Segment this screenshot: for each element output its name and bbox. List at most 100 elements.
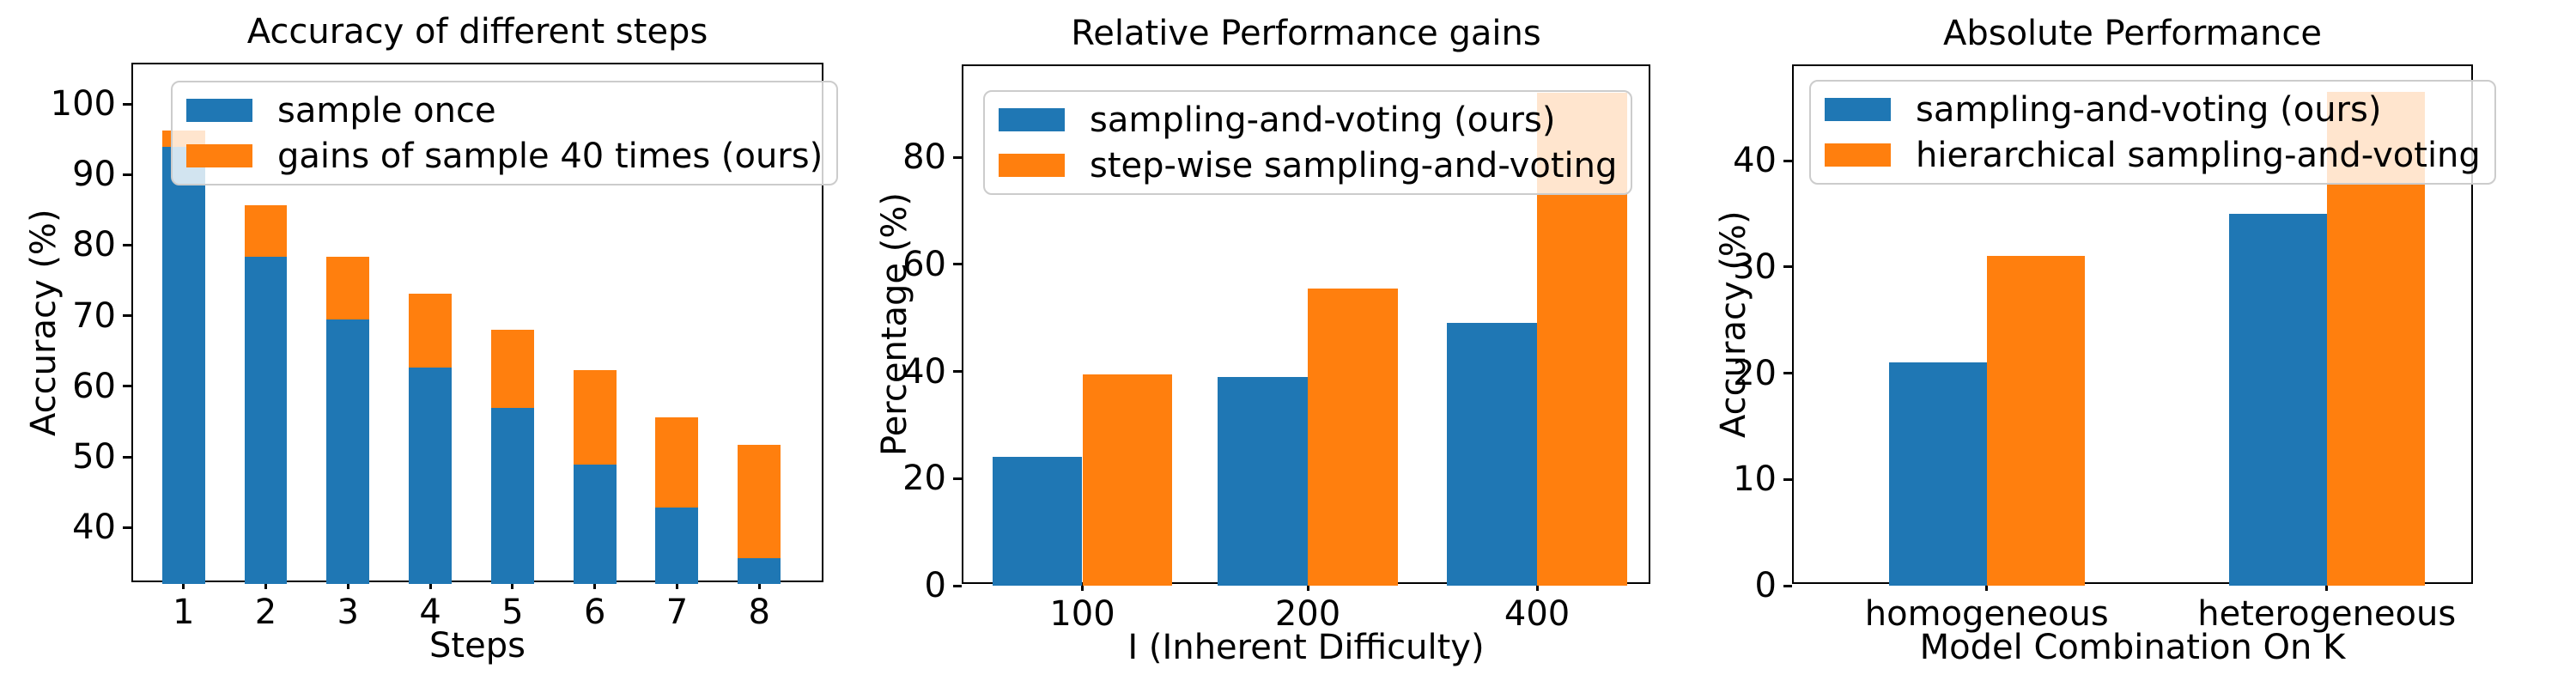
x-tick-label: 2 <box>254 593 277 632</box>
bar-segment-gain <box>573 369 617 465</box>
x-tick-label: homogeneous <box>1864 594 2109 634</box>
legend: sampling-and-voting (ours) hierarchical s… <box>1809 80 2496 185</box>
y-tick-label: 70 <box>72 295 116 336</box>
legend: sampling-and-voting (ours) step-wise samp… <box>983 90 1633 195</box>
x-tick-label: 1 <box>172 593 195 632</box>
bar <box>992 457 1083 586</box>
y-tick-mark <box>953 370 962 373</box>
y-tick-mark <box>1783 159 1792 162</box>
legend-entry: step-wise sampling-and-voting <box>999 143 1617 188</box>
y-tick-mark <box>1783 477 1792 481</box>
y-axis-label: Accuracy (%) <box>24 209 64 436</box>
plot-area: 0 20 40 60 80 100 200 400 sampling-and-voting (o… <box>902 64 1650 634</box>
y-tick-label: 0 <box>924 566 946 605</box>
y-tick-label: 60 <box>902 244 946 284</box>
bar <box>1888 362 1987 586</box>
chart-title: Absolute Performance <box>1942 14 2322 53</box>
bar <box>1308 288 1398 586</box>
y-tick-label: 20 <box>902 459 946 499</box>
y-tick-mark <box>953 263 962 266</box>
bar <box>2228 213 2327 586</box>
y-tick-mark <box>1783 584 1792 587</box>
bar-segment-base <box>573 465 617 584</box>
y-tick-mark <box>953 155 962 159</box>
x-tick-mark <box>346 581 349 589</box>
legend-swatch <box>1825 143 1891 167</box>
y-tick-mark <box>123 526 131 529</box>
x-tick-label: heterogeneous <box>2197 594 2457 634</box>
x-tick-mark <box>1535 582 1539 591</box>
panel-accuracy-of-steps: Accuracy of different steps Accuracy (%)… <box>0 0 859 687</box>
x-tick-mark <box>593 581 597 589</box>
x-tick-mark <box>428 581 432 589</box>
legend-label: hierarchical sampling-and-voting <box>1916 135 2481 175</box>
legend-swatch <box>186 99 252 122</box>
legend-entry: gains of sample 40 times (ours) <box>186 133 823 179</box>
x-axis-label: I (Inherent Difficulty) <box>1127 628 1485 667</box>
bar-segment-gain <box>244 205 288 257</box>
legend-swatch <box>999 154 1065 177</box>
y-tick-label: 40 <box>902 351 946 392</box>
panel-absolute-performance: Absolute Performance Accuracy (%) 0 10 20 3… <box>1714 0 2576 687</box>
chart-title: Accuracy of different steps <box>246 12 708 52</box>
bar <box>1082 374 1173 586</box>
legend-swatch <box>186 144 252 167</box>
legend-label: sampling-and-voting (ours) <box>1916 89 2382 130</box>
y-tick-label: 80 <box>72 225 116 265</box>
x-tick-mark <box>2325 582 2329 591</box>
x-tick-mark <box>511 581 514 589</box>
y-tick-mark <box>953 477 962 480</box>
legend-label: sampling-and-voting (ours) <box>1090 100 1556 140</box>
x-tick-mark <box>264 581 267 589</box>
legend-label: gains of sample 40 times (ours) <box>277 136 823 176</box>
y-tick-label: 80 <box>902 137 946 178</box>
bar <box>1986 256 2085 586</box>
y-tick-mark <box>123 173 131 176</box>
bar-segment-gain <box>409 294 453 368</box>
y-tick-mark <box>123 385 131 388</box>
chart-title: Relative Performance gains <box>1071 14 1541 53</box>
bar-segment-base <box>244 256 288 584</box>
x-tick-label: 8 <box>748 593 770 632</box>
y-tick-mark <box>953 584 962 587</box>
y-tick-label: 40 <box>72 508 116 548</box>
bar-segment-gain <box>655 417 699 508</box>
bar-segment-base <box>326 319 370 584</box>
y-tick-mark <box>1783 372 1792 375</box>
y-tick-mark <box>123 243 131 246</box>
legend-label: step-wise sampling-and-voting <box>1090 145 1618 185</box>
y-tick-label: 10 <box>1733 459 1777 500</box>
x-tick-label: 4 <box>419 593 441 632</box>
legend-label: sample once <box>277 90 496 131</box>
y-tick-label: 40 <box>1733 141 1777 181</box>
y-tick-label: 50 <box>72 437 116 477</box>
bar <box>1218 376 1308 586</box>
y-tick-mark <box>123 455 131 459</box>
y-tick-mark <box>123 314 131 318</box>
x-axis-label: Model Combination On K <box>1919 628 2346 667</box>
legend: sample once gains of sample 40 times (our… <box>171 81 839 185</box>
x-tick-mark <box>675 581 678 589</box>
bar <box>1447 323 1538 586</box>
y-tick-label: 100 <box>50 84 116 125</box>
x-tick-mark <box>1306 582 1309 591</box>
y-tick-label: 30 <box>1733 246 1777 287</box>
y-tick-label: 90 <box>72 155 116 195</box>
x-tick-label: 400 <box>1504 594 1571 634</box>
legend-entry: sampling-and-voting (ours) <box>999 97 1617 143</box>
y-tick-label: 20 <box>1733 353 1777 393</box>
plot-area: 40 50 60 70 80 90 100 1 2 3 4 5 6 7 8 sample once gains … <box>51 63 839 632</box>
panel-relative-gains: Relative Performance gains Percentage (%… <box>859 0 1717 687</box>
x-tick-label: 100 <box>1049 594 1115 634</box>
bar-segment-gain <box>490 330 534 409</box>
legend-entry: sampling-and-voting (ours) <box>1825 87 2481 132</box>
x-tick-mark <box>1985 582 1989 591</box>
y-tick-label: 0 <box>1754 566 1777 605</box>
bar-segment-base <box>655 508 699 584</box>
plot-area: 0 10 20 30 40 homogeneous heterogeneous samplin… <box>1733 64 2496 634</box>
x-tick-label: 5 <box>501 593 524 632</box>
bar-segment-base <box>161 147 205 584</box>
x-tick-mark <box>182 581 185 589</box>
bar-segment-gain <box>738 445 781 559</box>
